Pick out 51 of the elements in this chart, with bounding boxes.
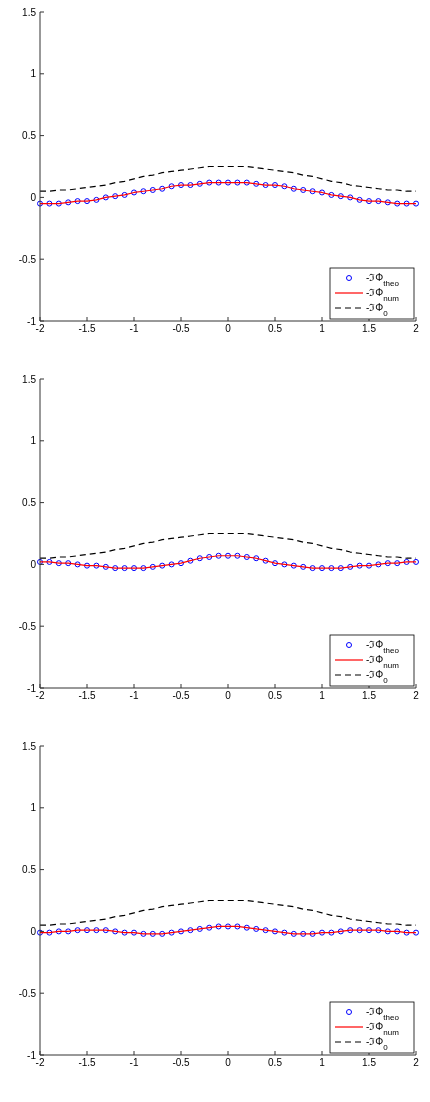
x-tick-label: -1	[129, 323, 139, 334]
x-tick-label: 1	[319, 323, 326, 334]
legend-label: -ℑΦ$_{num}$	[366, 1021, 400, 1037]
x-tick-label: -2	[35, 1057, 45, 1068]
y-tick-label: 0	[30, 925, 37, 937]
y-tick-label: -0.5	[18, 620, 37, 632]
y-tick-label: 1.5	[22, 6, 37, 18]
x-tick-label: -1	[129, 690, 139, 701]
x-tick-label: 1.5	[362, 323, 377, 334]
x-tick-label: -2	[35, 690, 45, 701]
x-tick-label: -1	[129, 1057, 139, 1068]
legend-label: -ℑΦ$_{theo}$	[366, 1006, 400, 1022]
legend-label: -ℑΦ$_{theo}$	[366, 272, 400, 288]
x-tick-label: 1.5	[362, 1057, 377, 1068]
y-tick-label: -0.5	[18, 987, 37, 999]
x-tick-label: 2	[413, 1057, 420, 1068]
x-tick-label: 1.5	[362, 690, 377, 701]
y-tick-label: 1	[30, 802, 37, 814]
x-tick-label: 1	[319, 690, 326, 701]
x-tick-label: -1.5	[78, 1057, 97, 1068]
x-tick-label: 0	[225, 690, 232, 701]
x-tick-label: -2	[35, 323, 45, 334]
y-tick-label: 0.5	[22, 130, 37, 142]
legend-label: -ℑΦ$_{theo}$	[366, 639, 400, 655]
x-tick-label: 2	[413, 323, 420, 334]
legend-label: -ℑΦ$_{0}$	[366, 669, 389, 685]
y-tick-label: 0.5	[22, 497, 37, 509]
x-tick-label: 0.5	[268, 690, 283, 701]
x-tick-label: 0	[225, 1057, 232, 1068]
y-tick-label: 1	[30, 68, 37, 80]
y-tick-label: -0.5	[18, 253, 37, 265]
y-tick-label: 1.5	[22, 740, 37, 752]
x-tick-label: -0.5	[172, 1057, 191, 1068]
x-tick-label: 0.5	[268, 323, 283, 334]
x-tick-label: -1.5	[78, 690, 97, 701]
x-tick-label: 1	[319, 1057, 326, 1068]
legend-label: -ℑΦ$_{0}$	[366, 302, 389, 318]
y-tick-label: 0.5	[22, 864, 37, 876]
x-tick-label: -0.5	[172, 323, 191, 334]
x-tick-label: 0.5	[268, 1057, 283, 1068]
legend-label: -ℑΦ$_{0}$	[366, 1036, 389, 1052]
y-tick-label: 1	[30, 435, 37, 447]
x-tick-label: -0.5	[172, 690, 191, 701]
legend-label: -ℑΦ$_{num}$	[366, 654, 400, 670]
y-tick-label: 1.5	[22, 373, 37, 385]
y-tick-label: 0	[30, 191, 37, 203]
y-tick-label: 0	[30, 558, 37, 570]
x-tick-label: 2	[413, 690, 420, 701]
legend-label: -ℑΦ$_{num}$	[366, 287, 400, 303]
x-tick-label: -1.5	[78, 323, 97, 334]
x-tick-label: 0	[225, 323, 232, 334]
